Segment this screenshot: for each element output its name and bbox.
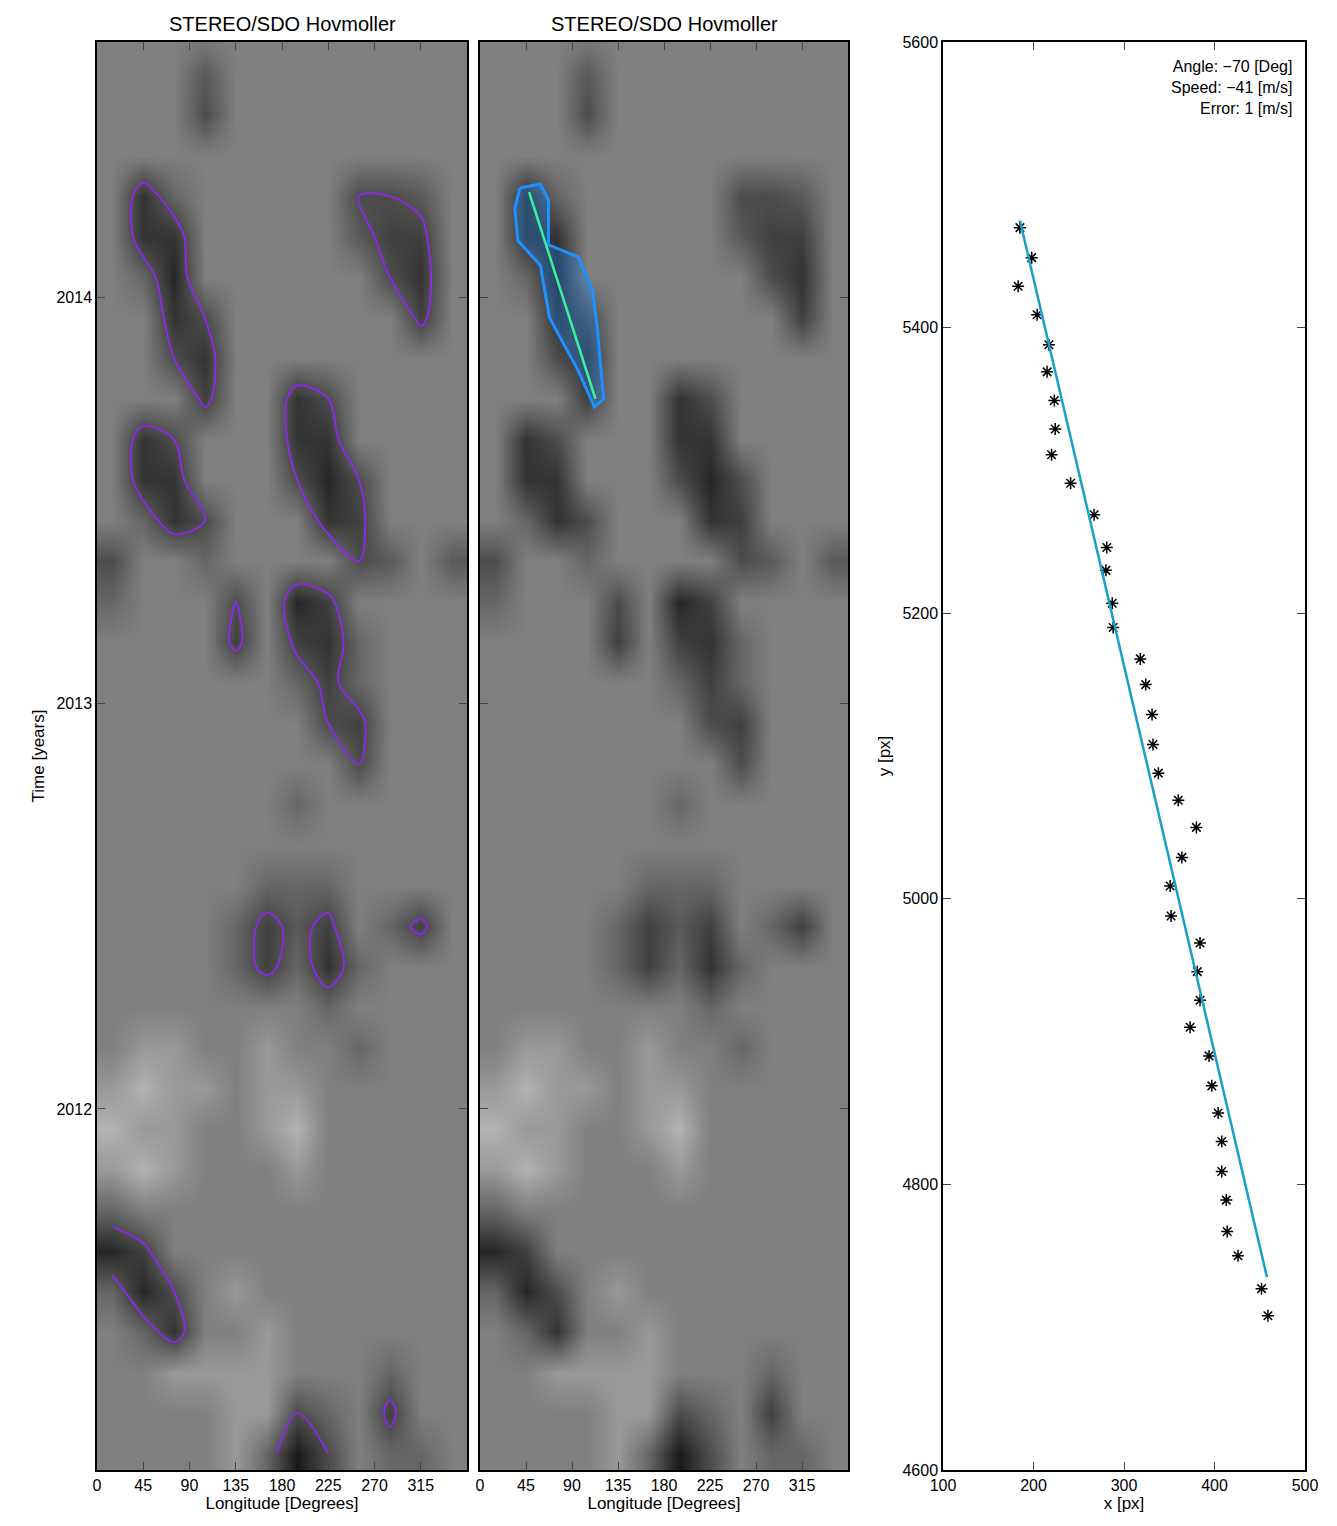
- svg-text:0: 0: [93, 1477, 102, 1494]
- svg-text:5600: 5600: [902, 34, 938, 51]
- svg-text:135: 135: [222, 1477, 249, 1494]
- svg-text:0: 0: [476, 1477, 485, 1494]
- svg-text:100: 100: [930, 1477, 957, 1494]
- svg-text:90: 90: [181, 1477, 199, 1494]
- svg-text:45: 45: [134, 1477, 152, 1494]
- svg-text:315: 315: [789, 1477, 816, 1494]
- svg-text:180: 180: [651, 1477, 678, 1494]
- svg-text:STEREO/SDO Hovmoller: STEREO/SDO Hovmoller: [551, 13, 778, 35]
- svg-text:225: 225: [697, 1477, 724, 1494]
- svg-text:Time [years]: Time [years]: [29, 710, 48, 803]
- svg-text:500: 500: [1292, 1477, 1319, 1494]
- svg-text:300: 300: [1111, 1477, 1138, 1494]
- svg-text:Longitude [Degrees]: Longitude [Degrees]: [587, 1494, 740, 1513]
- svg-text:Longitude [Degrees]: Longitude [Degrees]: [205, 1494, 358, 1513]
- svg-text:2013: 2013: [56, 695, 92, 712]
- svg-text:45: 45: [517, 1477, 535, 1494]
- svg-text:STEREO/SDO Hovmoller: STEREO/SDO Hovmoller: [169, 13, 396, 35]
- svg-text:315: 315: [407, 1477, 434, 1494]
- svg-text:y [px]: y [px]: [875, 736, 894, 777]
- svg-text:225: 225: [315, 1477, 342, 1494]
- svg-text:Angle: −70 [Deg]Speed: −41 [m/: Angle: −70 [Deg]Speed: −41 [m/s]Error: 1…: [1171, 58, 1292, 117]
- svg-text:200: 200: [1020, 1477, 1047, 1494]
- svg-text:180: 180: [269, 1477, 296, 1494]
- svg-text:5200: 5200: [902, 605, 938, 622]
- svg-text:5000: 5000: [902, 890, 938, 907]
- svg-text:400: 400: [1201, 1477, 1228, 1494]
- svg-text:2012: 2012: [56, 1101, 92, 1118]
- svg-text:270: 270: [361, 1477, 388, 1494]
- svg-text:5400: 5400: [902, 319, 938, 336]
- svg-text:x [px]: x [px]: [1104, 1494, 1145, 1513]
- svg-text:90: 90: [563, 1477, 581, 1494]
- svg-text:135: 135: [605, 1477, 632, 1494]
- svg-text:4800: 4800: [902, 1176, 938, 1193]
- svg-text:2014: 2014: [56, 289, 92, 306]
- svg-text:4600: 4600: [902, 1462, 938, 1479]
- svg-text:270: 270: [743, 1477, 770, 1494]
